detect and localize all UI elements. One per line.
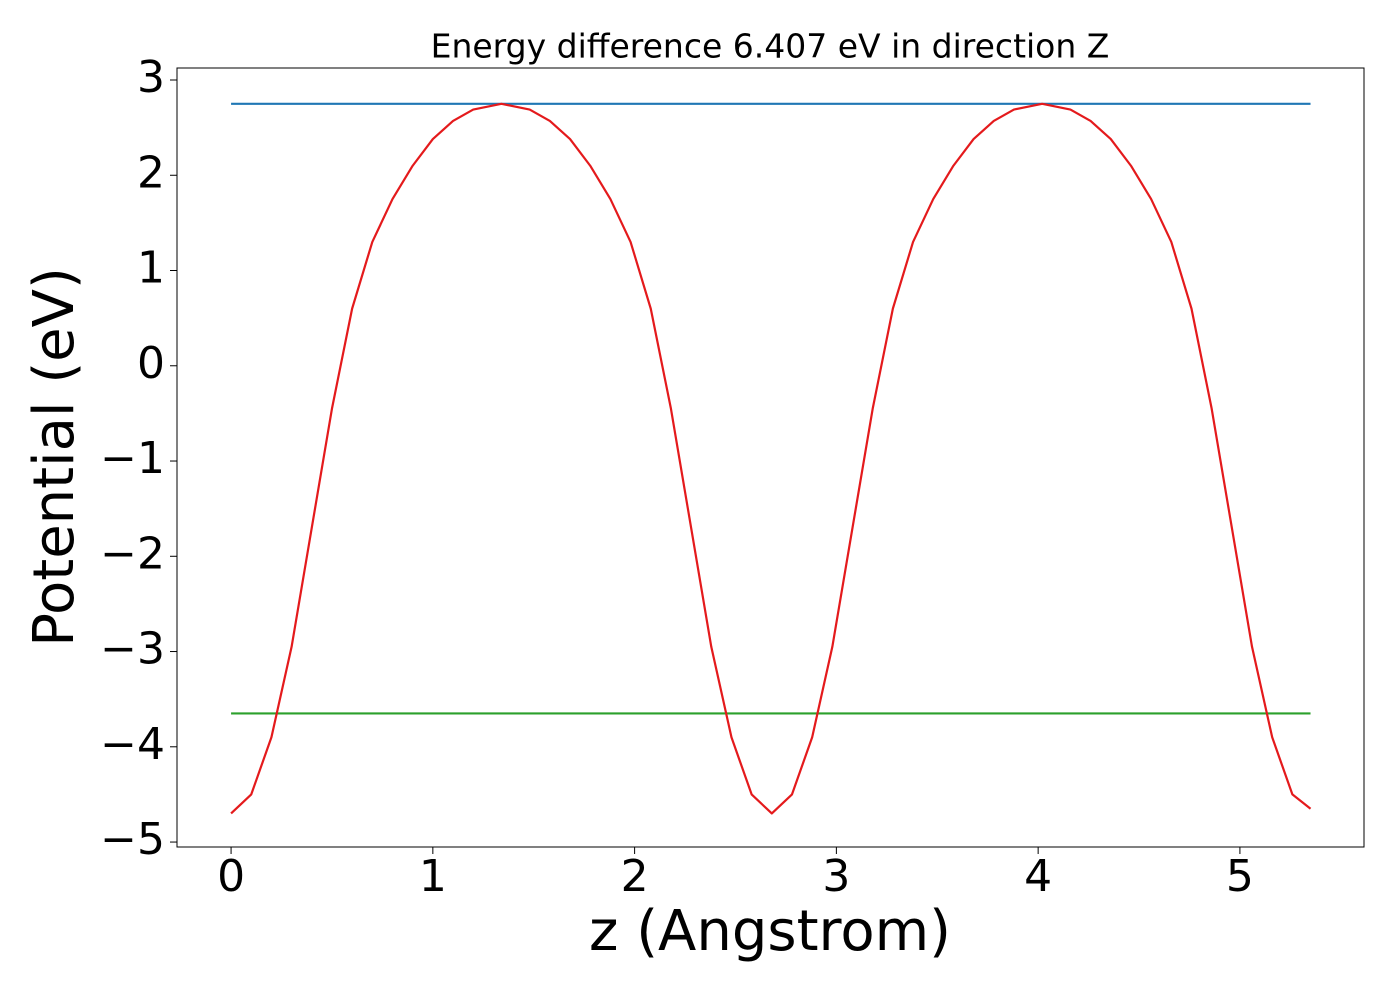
y-tick-label: 0 <box>137 338 165 389</box>
plot-frame <box>176 67 1365 848</box>
x-tick-label: 5 <box>1226 851 1254 902</box>
x-tick-label: 2 <box>621 851 649 902</box>
y-tick-label: −1 <box>100 433 165 484</box>
y-tick-label: −2 <box>100 528 165 579</box>
chart-title: Energy difference 6.407 eV in direction … <box>431 27 1110 66</box>
y-tick-label: 2 <box>137 147 165 198</box>
x-tick-label: 1 <box>419 851 447 902</box>
y-axis-label: Potential (eV) <box>22 267 87 647</box>
x-tick-label: 3 <box>822 851 850 902</box>
line-series <box>230 102 1312 815</box>
x-tick-label: 0 <box>217 851 245 902</box>
y-tick-label: −5 <box>100 814 165 865</box>
y-tick-label: −4 <box>100 719 165 770</box>
y-tick-label: 1 <box>137 243 165 294</box>
y-tick-label: −3 <box>100 624 165 675</box>
x-axis-label: z (Angstrom) <box>589 899 951 964</box>
x-tick-label: 4 <box>1024 851 1052 902</box>
y-tick-label: 3 <box>137 52 165 103</box>
